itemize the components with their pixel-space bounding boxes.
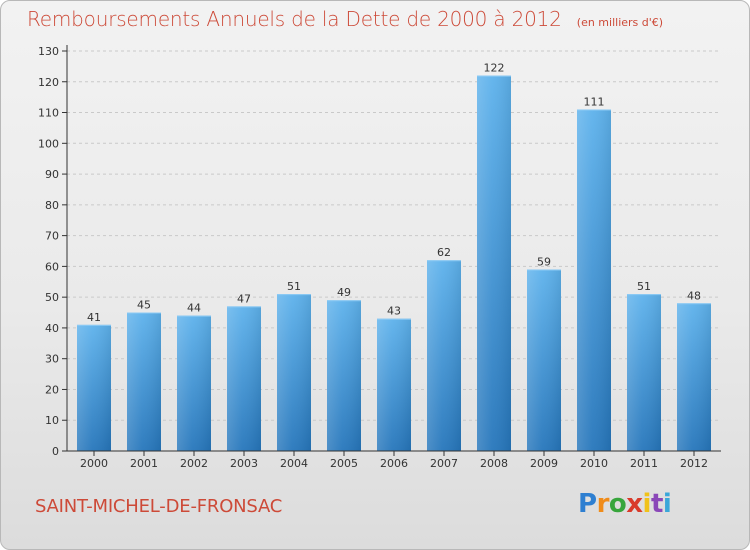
y-tick-label: 0 <box>52 445 59 458</box>
bars-layer <box>77 75 711 451</box>
y-tick-label: 80 <box>45 199 59 212</box>
data-label: 43 <box>387 305 401 318</box>
bar-shine <box>327 300 361 451</box>
bar-shine <box>527 269 561 451</box>
logo-letter: i <box>642 489 652 519</box>
x-tick-label: 2008 <box>480 457 508 470</box>
x-tick-label: 2009 <box>530 457 558 470</box>
x-tick-label: 2002 <box>180 457 208 470</box>
bar-shine <box>677 303 711 451</box>
bar-shine <box>277 294 311 451</box>
x-tick-label: 2012 <box>680 457 708 470</box>
logo-letter: o <box>608 489 627 519</box>
bar-shine <box>427 260 461 451</box>
logo-letter: r <box>596 489 610 519</box>
data-label: 51 <box>637 280 651 293</box>
logo-letter: P <box>578 489 597 519</box>
y-tick-label: 30 <box>45 353 59 366</box>
bar-shine <box>627 294 661 451</box>
x-tick-label: 2010 <box>580 457 608 470</box>
data-label: 59 <box>537 255 551 268</box>
y-tick-label: 50 <box>45 291 59 304</box>
commune-name: SAINT-MICHEL-DE-FRONSAC <box>35 496 283 517</box>
x-tick-label: 2004 <box>280 457 308 470</box>
y-tick-label: 110 <box>38 107 59 120</box>
bar-shine <box>377 318 411 451</box>
y-tick-label: 120 <box>38 76 59 89</box>
y-tick-label: 20 <box>45 383 59 396</box>
y-tick-label: 40 <box>45 322 59 335</box>
logo-letter: t <box>650 489 663 519</box>
data-label: 122 <box>484 62 505 75</box>
bar-shine <box>77 324 111 451</box>
chart-title-block: Remboursements Annuels de la Dette de 20… <box>27 7 663 31</box>
x-tick-label: 2007 <box>430 457 458 470</box>
data-label: 51 <box>287 280 301 293</box>
x-tick-label: 2006 <box>380 457 408 470</box>
chart-title: Remboursements Annuels de la Dette de 20… <box>27 7 562 31</box>
y-tick-label: 60 <box>45 260 59 273</box>
data-label: 41 <box>87 311 101 324</box>
data-label: 45 <box>137 299 151 312</box>
x-tick-label: 2005 <box>330 457 358 470</box>
bar-shine <box>127 312 161 451</box>
bar-shine <box>577 109 611 451</box>
y-tick-label: 10 <box>45 414 59 427</box>
bar-shine <box>477 75 511 451</box>
y-tick-label: 70 <box>45 230 59 243</box>
chart-subtitle: (en milliers d'€) <box>576 16 664 29</box>
data-label: 47 <box>237 292 251 305</box>
proxiti-logo: Proxiti <box>578 489 672 519</box>
labels-layer: 41 45 44 47 51 49 43 62 122 59 111 51 48 <box>87 62 701 324</box>
x-tick-label: 2011 <box>630 457 658 470</box>
x-tick-label: 2003 <box>230 457 258 470</box>
logo-letter: i <box>662 489 672 519</box>
x-tick-label: 2000 <box>80 457 108 470</box>
y-tick-label: 90 <box>45 168 59 181</box>
axis-layer: 0 10 20 30 40 50 60 70 80 90 100 110 120 130 2000 2001 2… <box>38 45 721 470</box>
x-tick-label: 2001 <box>130 457 158 470</box>
y-tick-label: 130 <box>38 45 59 58</box>
data-label: 48 <box>687 289 701 302</box>
y-tick-label: 100 <box>38 137 59 150</box>
bar-shine <box>177 315 211 451</box>
data-label: 62 <box>437 246 451 259</box>
bar-shine <box>227 306 261 451</box>
logo-letter: x <box>626 489 643 519</box>
data-label: 44 <box>187 302 201 315</box>
data-label: 49 <box>337 286 351 299</box>
data-label: 111 <box>584 95 605 108</box>
